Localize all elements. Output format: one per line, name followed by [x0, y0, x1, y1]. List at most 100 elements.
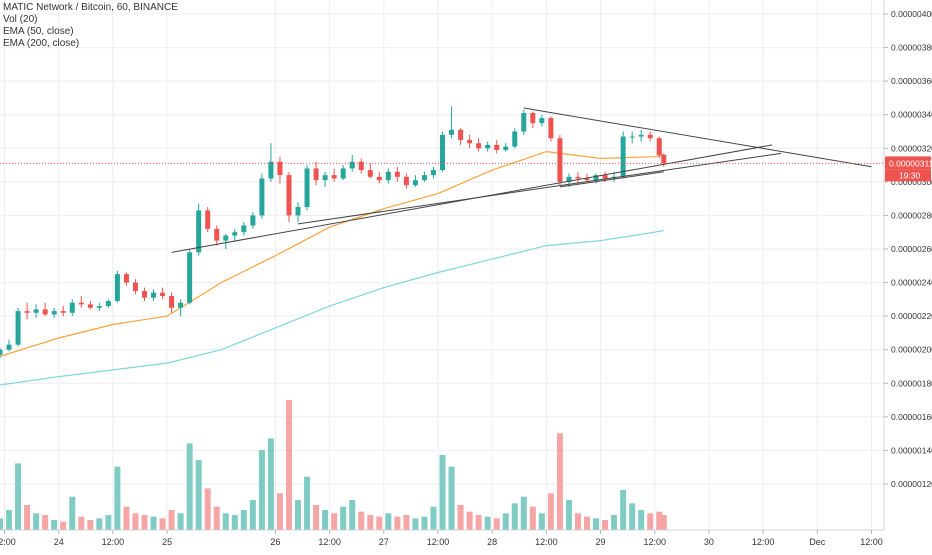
volume-bar [33, 513, 40, 530]
volume-bar [358, 511, 365, 530]
plot-background [0, 0, 884, 530]
volume-bar [493, 518, 500, 530]
vol-indicator-label[interactable]: Vol (20) [3, 14, 38, 25]
candle-body [412, 180, 418, 186]
candle-body [0, 349, 3, 355]
volume-bar [484, 516, 491, 530]
time-axis-background [0, 530, 884, 550]
volume-bar [168, 510, 175, 530]
price-axis[interactable]: 0.00000400 0.00000380 0.00000360 0.00000340… [883, 0, 932, 550]
volume-bar [574, 513, 581, 530]
candle-body [268, 161, 274, 179]
volume-bar [204, 488, 211, 530]
candle-body [87, 304, 93, 308]
volume-bar [439, 455, 446, 530]
candle [132, 279, 138, 295]
candle-body [105, 301, 111, 307]
candle [421, 171, 427, 182]
volume-bar [313, 505, 320, 530]
candle-body [178, 302, 184, 308]
candle-body [51, 311, 57, 315]
candle [69, 299, 75, 317]
candle [78, 296, 84, 308]
volume-bar [593, 518, 600, 530]
candle [521, 109, 527, 135]
grid-lines [0, 0, 884, 530]
y-tick-label: 0.00000220 [891, 311, 932, 321]
volume-bar [394, 516, 401, 530]
candle-body [114, 274, 120, 302]
volume-bars [0, 400, 667, 530]
candle-body [69, 302, 75, 313]
volume-bar [403, 515, 410, 530]
candle-body [33, 309, 39, 313]
candle-body [494, 144, 500, 150]
candle-body [629, 136, 635, 138]
candle-body [78, 302, 84, 305]
volume-bar [656, 511, 663, 530]
candle [412, 175, 418, 187]
ema50-indicator-label[interactable]: EMA (50, close) [3, 26, 74, 37]
volume-bar [322, 510, 329, 530]
candle-body [151, 292, 157, 298]
trendlines[interactable] [171, 107, 872, 253]
time-axis[interactable]: 12:00 24 12:00 25 26 12:00 27 12:00 28 12:00 29 12:… [0, 529, 884, 550]
candle-body [123, 274, 129, 283]
symbol-title[interactable]: MATIC Network / Bitcoin, 60, BINANCE [3, 2, 178, 13]
candle [33, 304, 39, 318]
candle [340, 165, 346, 181]
candle [494, 139, 500, 154]
x-tick-label: 12:00 [102, 537, 125, 547]
chart-legend[interactable]: MATIC Network / Bitcoin, 60, BINANCE Vol… [3, 2, 178, 50]
x-tick-label: 12:00 [0, 537, 16, 547]
candle-body [584, 178, 590, 181]
volume-bar [502, 513, 509, 530]
candle-body [286, 175, 292, 216]
candle [485, 141, 491, 152]
candle [548, 116, 554, 142]
y-tick-label: 0.00000400 [891, 9, 932, 19]
volume-bar [6, 510, 13, 530]
volume-bar [186, 443, 193, 530]
candle [295, 202, 301, 223]
y-tick-label: 0.00000160 [891, 412, 932, 422]
volume-bar [114, 466, 121, 530]
x-tick-label: 30 [704, 537, 714, 547]
price-tag-box [885, 156, 931, 170]
candle [178, 299, 184, 317]
candle-body [42, 309, 48, 315]
candle-body [196, 210, 202, 253]
current-price-tag: 0.00000311 19:30 [885, 156, 932, 182]
x-tick-label: 26 [270, 537, 280, 547]
volume-bar [159, 518, 166, 530]
candle-body [331, 175, 337, 179]
candle-body [60, 311, 66, 313]
volume-bar [430, 506, 437, 530]
candle [304, 165, 310, 211]
y-tick-label: 0.00000140 [891, 445, 932, 455]
volume-bar [96, 518, 103, 530]
trendline [297, 152, 782, 225]
candle [575, 171, 581, 184]
candle [656, 136, 662, 159]
y-tick-label: 0.00000280 [891, 210, 932, 220]
volume-bar [638, 510, 645, 530]
candle-body [394, 171, 400, 177]
candle-body [421, 175, 427, 181]
candle-body [223, 235, 229, 241]
candle [277, 156, 283, 184]
candle [367, 163, 373, 179]
candle [205, 207, 211, 233]
volume-bar [177, 513, 184, 530]
candle [259, 173, 265, 219]
ema-lines [0, 150, 664, 386]
x-tick-label: 12:00 [643, 537, 666, 547]
candle [51, 307, 57, 318]
ema200-indicator-label[interactable]: EMA (200, close) [3, 38, 80, 49]
volume-bar [629, 503, 636, 530]
volume-bar [584, 516, 591, 530]
volume-bar [611, 515, 618, 530]
candle [286, 171, 292, 223]
